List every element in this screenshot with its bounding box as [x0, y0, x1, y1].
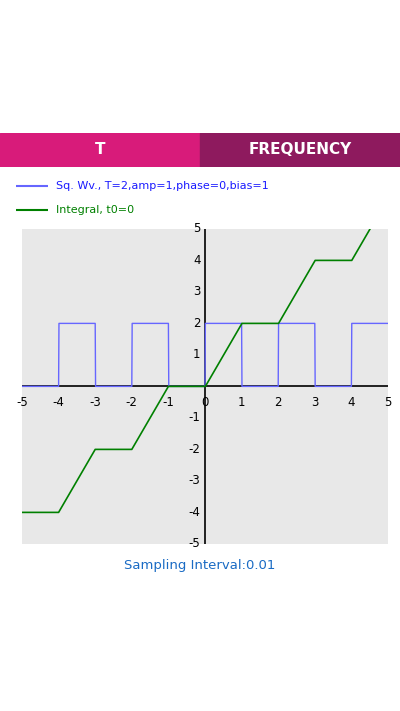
Text: -1: -1 — [162, 396, 174, 409]
Text: FREQUENCY: FREQUENCY — [248, 142, 352, 157]
Text: -2: -2 — [189, 443, 201, 456]
Text: 1: 1 — [238, 396, 245, 409]
Text: -3: -3 — [89, 396, 101, 409]
Text: T: T — [95, 142, 105, 157]
Text: 2: 2 — [193, 317, 201, 330]
Text: 5: 5 — [384, 396, 392, 409]
Text: -4: -4 — [53, 396, 64, 409]
Text: Sq. Wv., T=2,amp=1,phase=0,bias=1: Sq. Wv., T=2,amp=1,phase=0,bias=1 — [56, 181, 269, 191]
Text: -4: -4 — [189, 506, 201, 519]
Text: ?: ? — [331, 104, 341, 122]
Text: Sampling Interval:0.01: Sampling Interval:0.01 — [124, 560, 276, 572]
Text: 3: 3 — [311, 396, 318, 409]
Text: -2: -2 — [126, 396, 138, 409]
Text: □: □ — [290, 651, 310, 671]
Text: 5: 5 — [193, 223, 201, 235]
Text: -5: -5 — [16, 396, 28, 409]
Text: Integral, t0=0: Integral, t0=0 — [56, 205, 134, 215]
Text: 3: 3 — [193, 285, 201, 299]
Text: -3: -3 — [189, 474, 201, 487]
Text: 1: 1 — [193, 348, 201, 361]
Text: y(t): y(t) — [95, 103, 129, 122]
Text: 2: 2 — [274, 396, 282, 409]
Text: ○: ○ — [190, 651, 210, 671]
Text: ⋮: ⋮ — [370, 103, 390, 122]
Text: 4: 4 — [193, 254, 201, 267]
Text: 06:20: 06:20 — [333, 73, 368, 82]
Text: ◁: ◁ — [92, 651, 108, 671]
Text: 4: 4 — [348, 396, 355, 409]
Bar — [200, 133, 400, 167]
Text: -1: -1 — [189, 412, 201, 424]
Text: 0: 0 — [201, 396, 209, 409]
Text: -5: -5 — [189, 538, 201, 550]
Bar — [0, 133, 200, 167]
